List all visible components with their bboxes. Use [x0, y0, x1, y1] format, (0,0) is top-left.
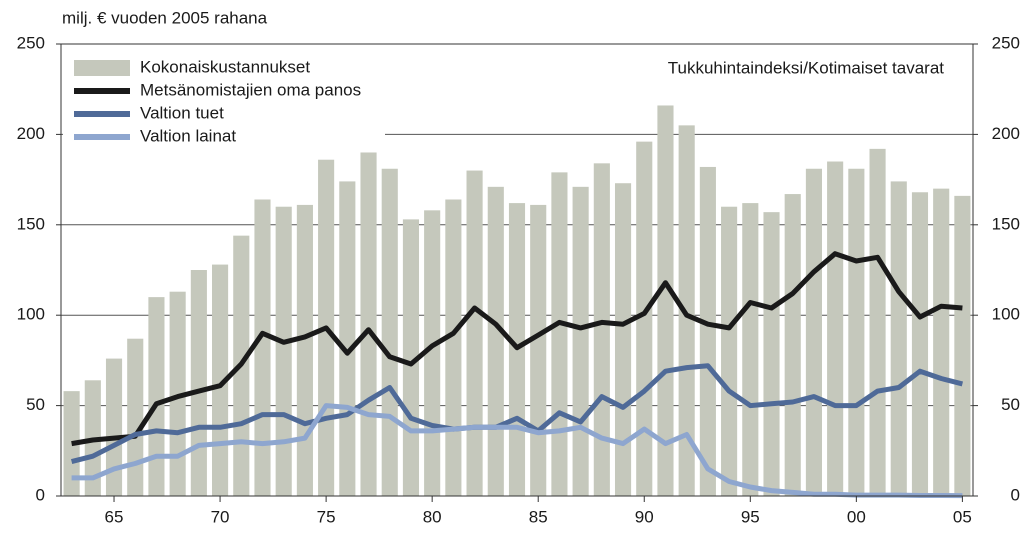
bar	[190, 270, 207, 496]
bar	[911, 192, 929, 497]
bar	[339, 181, 356, 496]
bar	[169, 291, 186, 496]
bar	[763, 212, 780, 497]
x-tick-label: 85	[529, 507, 548, 526]
bar	[127, 338, 144, 496]
bar	[657, 105, 674, 497]
bar	[445, 199, 462, 496]
bar	[254, 199, 271, 496]
x-tick-label: 95	[741, 507, 760, 526]
bar	[551, 172, 568, 497]
bar	[466, 170, 483, 496]
legend-label: Kokonaiskustannukset	[140, 57, 310, 76]
bar	[360, 152, 377, 497]
bar	[954, 195, 971, 496]
bar	[593, 163, 610, 496]
x-tick-label: 90	[635, 507, 654, 526]
bar	[721, 206, 738, 496]
bar	[869, 148, 886, 496]
bar	[636, 141, 653, 496]
y-tick-label: 150	[17, 214, 45, 233]
y2-tick-label: 50	[1001, 395, 1020, 414]
bar	[148, 297, 165, 496]
line	[71, 403, 963, 499]
y2-tick-label: 100	[992, 305, 1020, 324]
bar	[805, 168, 822, 496]
bar	[487, 186, 504, 496]
legend-label: Valtion lainat	[140, 126, 236, 145]
x-tick-label: 80	[423, 507, 442, 526]
bar	[275, 206, 292, 496]
y2-tick-label: 250	[992, 33, 1020, 52]
x-tick-label: 00	[847, 507, 866, 526]
plot-frame	[60, 43, 974, 497]
legend-label: Valtion tuet	[140, 103, 224, 122]
bar	[890, 181, 907, 496]
y-axis-label: milj. € vuoden 2005 rahana	[62, 8, 268, 27]
legend-swatch	[74, 60, 130, 76]
bar	[572, 186, 589, 496]
y2-tick-label: 200	[992, 124, 1020, 143]
bar	[530, 204, 547, 497]
bar	[105, 358, 123, 496]
x-tick-label: 70	[211, 507, 230, 526]
annotation-background	[600, 56, 960, 82]
bar	[212, 264, 229, 496]
y2-tick-label: 150	[992, 214, 1020, 233]
x-tick-label: 75	[317, 507, 336, 526]
bar	[742, 203, 759, 496]
legend-label: Metsänomistajien oma panos	[140, 80, 361, 99]
bar	[933, 188, 950, 496]
y-tick-label: 50	[26, 395, 45, 414]
bar	[848, 168, 865, 496]
y2-tick-label: 0	[1011, 485, 1020, 504]
x-tick-label: 65	[105, 507, 124, 526]
annotation: Tukkuhintaindeksi/Kotimaiset tavarat	[668, 58, 945, 77]
line	[71, 251, 963, 447]
y-tick-label: 100	[17, 305, 45, 324]
bar	[827, 161, 844, 496]
bar	[699, 166, 716, 496]
x-tick-label: 05	[953, 507, 972, 526]
y-tick-label: 250	[17, 33, 45, 52]
bar	[381, 168, 398, 496]
line	[70, 363, 964, 465]
bar	[784, 194, 801, 496]
bar	[614, 183, 632, 496]
bar	[296, 204, 313, 497]
y-tick-label: 0	[36, 485, 45, 504]
y-tick-label: 200	[17, 124, 45, 143]
